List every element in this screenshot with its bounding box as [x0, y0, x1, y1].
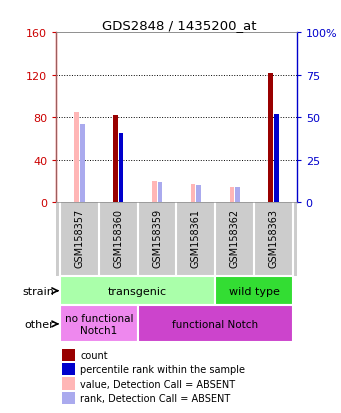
Text: GSM158361: GSM158361	[191, 209, 201, 268]
Text: rank, Detection Call = ABSENT: rank, Detection Call = ABSENT	[80, 393, 231, 403]
Bar	[191, 185, 195, 203]
Bar	[119, 133, 123, 203]
Bar	[215, 276, 293, 306]
Text: GSM158357: GSM158357	[75, 209, 85, 268]
Text: count: count	[80, 350, 108, 360]
Text: GSM158362: GSM158362	[229, 209, 240, 268]
Text: wild type: wild type	[228, 286, 280, 296]
Bar	[229, 188, 234, 203]
Text: GSM158360: GSM158360	[113, 209, 123, 268]
Bar	[60, 276, 215, 306]
Bar	[74, 113, 79, 203]
Text: other: other	[25, 319, 54, 329]
Bar	[158, 183, 162, 203]
Bar	[113, 116, 118, 203]
Text: functional Notch: functional Notch	[172, 319, 258, 329]
Text: GSM158363: GSM158363	[268, 209, 278, 268]
Bar	[62, 377, 75, 390]
Text: percentile rank within the sample: percentile rank within the sample	[80, 364, 245, 374]
Bar	[138, 306, 293, 342]
Text: strain: strain	[23, 286, 54, 296]
Bar	[80, 125, 85, 203]
Text: GSM158359: GSM158359	[152, 209, 162, 268]
Text: transgenic: transgenic	[108, 286, 167, 296]
Bar	[196, 186, 201, 203]
Bar	[62, 363, 75, 375]
Text: no functional
Notch1: no functional Notch1	[65, 313, 133, 335]
Bar	[62, 392, 75, 404]
Text: GDS2848 / 1435200_at: GDS2848 / 1435200_at	[102, 19, 256, 31]
Bar	[235, 188, 240, 203]
Bar	[60, 306, 138, 342]
Bar	[62, 349, 75, 361]
Bar	[268, 74, 273, 203]
Bar	[274, 114, 279, 203]
Text: value, Detection Call = ABSENT: value, Detection Call = ABSENT	[80, 379, 235, 389]
Bar	[152, 182, 157, 203]
